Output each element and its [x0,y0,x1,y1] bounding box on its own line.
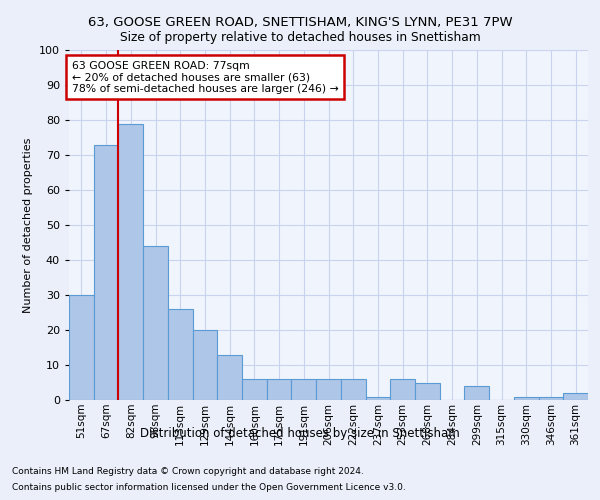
Bar [341,379,365,400]
Bar [217,354,242,400]
Y-axis label: Number of detached properties: Number of detached properties [23,138,34,312]
Bar [94,144,118,400]
Text: 63 GOOSE GREEN ROAD: 77sqm
← 20% of detached houses are smaller (63)
78% of semi: 63 GOOSE GREEN ROAD: 77sqm ← 20% of deta… [71,60,338,94]
Bar [365,396,390,400]
Bar [539,396,563,400]
Bar [193,330,217,400]
Bar [563,393,588,400]
Bar [514,396,539,400]
Bar [292,379,316,400]
Bar [464,386,489,400]
Bar [143,246,168,400]
Bar [267,379,292,400]
Bar [168,309,193,400]
Text: Size of property relative to detached houses in Snettisham: Size of property relative to detached ho… [119,31,481,44]
Text: 63, GOOSE GREEN ROAD, SNETTISHAM, KING'S LYNN, PE31 7PW: 63, GOOSE GREEN ROAD, SNETTISHAM, KING'S… [88,16,512,29]
Bar [316,379,341,400]
Bar [242,379,267,400]
Bar [69,295,94,400]
Text: Contains public sector information licensed under the Open Government Licence v3: Contains public sector information licen… [12,482,406,492]
Bar [415,382,440,400]
Text: Contains HM Land Registry data © Crown copyright and database right 2024.: Contains HM Land Registry data © Crown c… [12,468,364,476]
Bar [390,379,415,400]
Text: Distribution of detached houses by size in Snettisham: Distribution of detached houses by size … [140,428,460,440]
Bar [118,124,143,400]
